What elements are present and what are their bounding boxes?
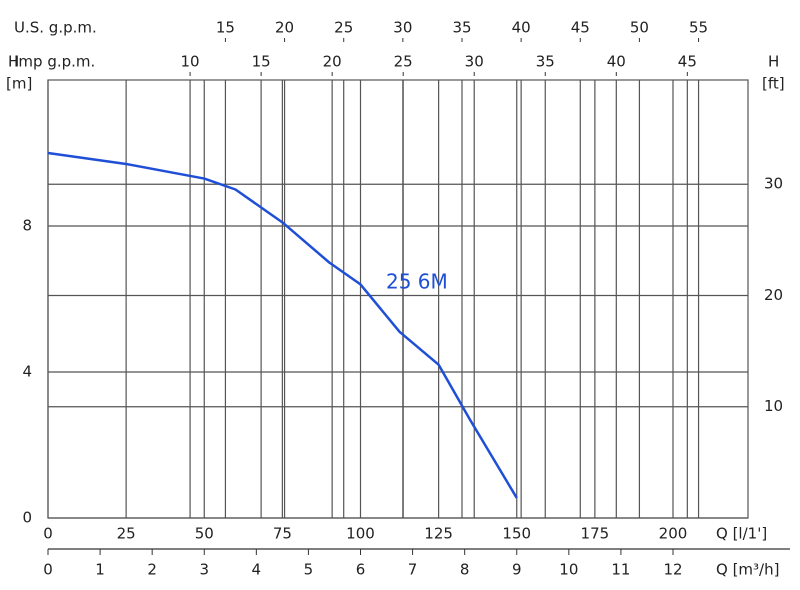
- y2-unit: [ft]: [762, 75, 785, 93]
- y-unit: [m]: [6, 75, 32, 93]
- x-tick-label: 4: [252, 561, 262, 579]
- top-axis-label: Imp g.p.m.: [14, 53, 95, 71]
- x-tick-label: 2: [147, 561, 157, 579]
- curve-label: 25 6M: [386, 270, 448, 294]
- x-tick-label: 0: [43, 561, 53, 579]
- x-tick-label: 20: [323, 53, 342, 71]
- x-tick-label: 25: [394, 53, 413, 71]
- x-tick-label: 6: [356, 561, 366, 579]
- x-tick-label: 25: [117, 525, 136, 543]
- x-tick-label: 3: [199, 561, 209, 579]
- x-tick-label: 11: [611, 561, 630, 579]
- top-axis-label: U.S. g.p.m.: [14, 19, 97, 37]
- y2-tick-label: 30: [764, 175, 783, 193]
- x-tick-label: 30: [465, 53, 484, 71]
- x-tick-label: 50: [195, 525, 214, 543]
- x-tick-label: 12: [663, 561, 682, 579]
- y2-label: H: [768, 53, 779, 71]
- x-tick-label: 55: [689, 19, 708, 37]
- x-tick-label: 40: [607, 53, 626, 71]
- x-tick-label: 15: [252, 53, 271, 71]
- y-tick-label: 0: [22, 509, 32, 527]
- x-tick-label: 5: [304, 561, 314, 579]
- x-tick-label: 35: [452, 19, 471, 37]
- y2-tick-label: 20: [764, 286, 783, 304]
- x-tick-label: 7: [408, 561, 418, 579]
- x-tick-label: 10: [181, 53, 200, 71]
- x-tick-label: 10: [559, 561, 578, 579]
- x-tick-label: 25: [334, 19, 353, 37]
- x-tick-label: 0: [43, 525, 53, 543]
- y-tick-label: 4: [22, 363, 32, 381]
- y-tick-label: 8: [22, 217, 32, 235]
- x-tick-label: 175: [581, 525, 610, 543]
- x-tick-label: 15: [216, 19, 235, 37]
- x-tick-label: 50: [630, 19, 649, 37]
- x-tick-label: 1: [95, 561, 105, 579]
- x-tick-label: 35: [536, 53, 555, 71]
- x-tick-label: 200: [659, 525, 688, 543]
- x-label: Q [l/1']: [716, 525, 767, 543]
- curve: [47, 151, 518, 499]
- x-tick-label: 100: [346, 525, 375, 543]
- plot-frame: [47, 79, 749, 519]
- x-tick-label: 125: [424, 525, 453, 543]
- y2-tick-label: 10: [764, 397, 783, 415]
- x-tick-label: 30: [393, 19, 412, 37]
- x2-label: Q [m³/h]: [716, 561, 779, 579]
- x-tick-label: 9: [512, 561, 522, 579]
- x-tick-label: 75: [273, 525, 292, 543]
- x-tick-label: 8: [460, 561, 470, 579]
- x-tick-label: 40: [512, 19, 531, 37]
- x-tick-label: 45: [678, 53, 697, 71]
- x-tick-label: 150: [502, 525, 531, 543]
- x-tick-label: 45: [571, 19, 590, 37]
- x-tick-label: 20: [275, 19, 294, 37]
- y-label: H: [8, 53, 19, 71]
